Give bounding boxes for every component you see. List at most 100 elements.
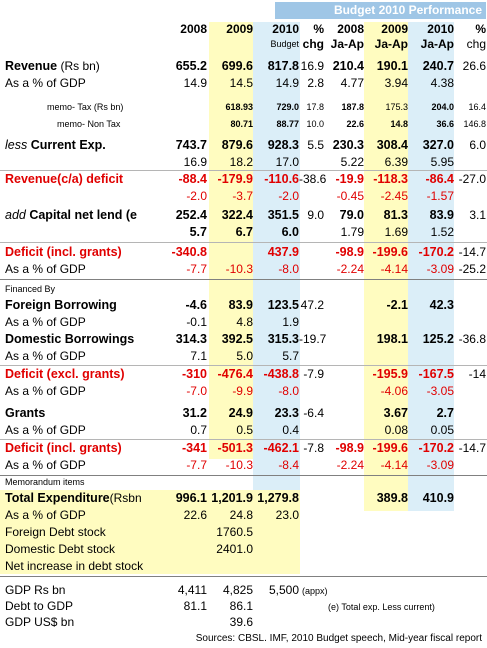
row-label: Total Expenditure [5, 491, 110, 505]
header-2010: 2010 [272, 22, 299, 36]
value-2008: 4,411 [177, 583, 207, 597]
header-2009: 2009 [226, 22, 253, 36]
value-q2010: 0.05 [430, 423, 454, 437]
value-q2010: 2.7 [436, 406, 454, 420]
value-2010: 123.5 [267, 298, 299, 312]
row-label: Net increase in debt stock [5, 559, 144, 573]
row-label-suffix: (Rs bn) [57, 59, 100, 73]
section-label: Financed By [0, 284, 487, 296]
table-row: add Capital net lend (e 252.4 322.4 351.… [0, 208, 487, 224]
value-chg: 2.8 [307, 76, 324, 90]
value-qchg: 146.8 [463, 119, 486, 129]
table-row: As a % of GDP -7.7 -10.3 -8.0 -2.24 -4.1… [0, 262, 487, 277]
value-q2009: -199.6 [372, 441, 408, 455]
value-2008: 5.7 [189, 225, 207, 239]
value-qchg: -36.8 [458, 332, 486, 346]
value-qchg: 26.6 [462, 59, 486, 73]
value-q2010: -170.2 [418, 245, 454, 259]
value-2009: -3.7 [232, 189, 253, 203]
value-2008: -0.1 [186, 315, 207, 329]
value-chg: -38.6 [299, 172, 327, 186]
value-2009: 392.5 [221, 332, 253, 346]
value-2009: 80.71 [230, 119, 253, 129]
value-q2009: -4.14 [380, 458, 408, 472]
value-2008: 81.1 [183, 599, 207, 613]
value-q2009: 1.69 [384, 225, 408, 239]
value-q2008: -0.45 [336, 189, 364, 203]
value-2009: 86.1 [229, 599, 253, 613]
row-label: Memorandum items [5, 477, 85, 487]
value-2009: 699.6 [221, 59, 253, 73]
value-q2010: 204.0 [431, 102, 454, 112]
value-2008: 655.2 [175, 59, 207, 73]
value-q2008: 5.22 [340, 155, 364, 169]
value-q2009: 198.1 [376, 332, 408, 346]
value-q2008: -19.9 [335, 172, 365, 186]
value-chg: 5.5 [307, 138, 324, 152]
value-2010: -462.1 [263, 441, 299, 455]
value-2008: -88.4 [178, 172, 208, 186]
row-label-suffix: (Rsbn [109, 491, 142, 505]
value-2009: -10.3 [225, 262, 253, 276]
value-2008: 7.1 [190, 349, 207, 363]
table-row: Total Expenditure(Rsbn 996.1 1,201.9 1,2… [0, 491, 487, 507]
column-highlight-2010 [253, 22, 300, 511]
row-label: Debt to GDP [5, 599, 74, 613]
row-label: Deficit (incl. grants) [5, 441, 122, 455]
value-chg: -7.8 [303, 441, 324, 455]
row-label: As a % of GDP [5, 458, 86, 472]
value-2010: -110.6 [264, 172, 299, 186]
header-q2010: 2010 [427, 22, 454, 36]
value-2008: 31.2 [182, 406, 207, 420]
table-row: As a % of GDP -7.0 -9.9 -8.0 -4.06 -3.05 [0, 384, 487, 399]
row-label: Revenue [5, 59, 58, 73]
value-q2008: -98.9 [335, 245, 365, 259]
table-row: 5.7 6.7 6.0 1.79 1.69 1.52 [0, 225, 487, 240]
value-q2008: -2.24 [336, 262, 364, 276]
value-2009: 618.93 [225, 102, 253, 112]
row-label: Revenue(c/a) deficit [5, 172, 124, 186]
row-label: Capital net lend (e [25, 208, 137, 222]
table-row: As a % of GDP 0.7 0.5 0.4 0.08 0.05 [0, 423, 487, 438]
table-row: As a % of GDP -0.1 4.8 1.9 [0, 315, 487, 330]
table-row: Revenue (Rs bn) 655.2 699.6 817.8 16.9 2… [0, 59, 487, 75]
table-row: 16.9 18.2 17.0 5.22 6.39 5.95 [0, 155, 487, 170]
value-q2009: 389.8 [376, 491, 408, 505]
value-q2010: -170.2 [418, 441, 454, 455]
value-q2009: 3.94 [384, 76, 408, 90]
value-q2009: 175.3 [385, 102, 408, 112]
table-row: less Current Exp. 743.7 879.6 928.3 5.5 … [0, 138, 487, 154]
value-2010: -2.0 [278, 189, 299, 203]
value-q2009: 14.8 [390, 119, 408, 129]
value-2010: 1.9 [282, 315, 299, 329]
value-2008: -2.0 [186, 189, 207, 203]
row-divider [0, 170, 487, 171]
table-row: GDP US$ bn 39.6 [0, 615, 487, 630]
table-row: Deficit (incl. grants) -340.8 437.9 -98.… [0, 245, 487, 261]
row-label: Deficit (excl. grants) [5, 367, 125, 381]
value-q2009: -2.1 [386, 298, 408, 312]
value-qchg: 16.4 [468, 102, 486, 112]
row-label: As a % of GDP [5, 349, 86, 363]
table-row: memo- Non Tax 80.71 88.77 10.0 22.6 14.8… [0, 119, 487, 131]
value-q2010: 36.6 [436, 119, 454, 129]
row-label: GDP Rs bn [5, 583, 66, 597]
value-2010: 23.3 [274, 406, 299, 420]
row-label: As a % of GDP [5, 423, 86, 437]
row-label: Domestic Borrowings [5, 332, 135, 346]
value-q2010: -86.4 [425, 172, 455, 186]
value-q2008: 187.8 [341, 102, 364, 112]
table-row: GDP Rs bn 4,411 4,825 5,500 (appx) [0, 583, 487, 598]
value-qchg: -25.2 [458, 262, 486, 276]
header-q2010-sub: Ja-Ap [420, 37, 454, 51]
value-q2008: 210.4 [332, 59, 364, 73]
table-row: Foreign Borrowing -4.6 83.9 123.5 47.2 -… [0, 298, 487, 314]
table-row: Grants 31.2 24.9 23.3 -6.4 3.67 2.7 [0, 406, 487, 422]
row-label: Foreign Debt stock [5, 525, 106, 539]
value-q2010: 5.95 [430, 155, 454, 169]
table-row: Foreign Debt stock 1760.5 [0, 525, 487, 540]
value-2010: 437.9 [267, 245, 299, 259]
value-2010: 0.4 [282, 423, 299, 437]
value-2008: 252.4 [175, 208, 207, 222]
